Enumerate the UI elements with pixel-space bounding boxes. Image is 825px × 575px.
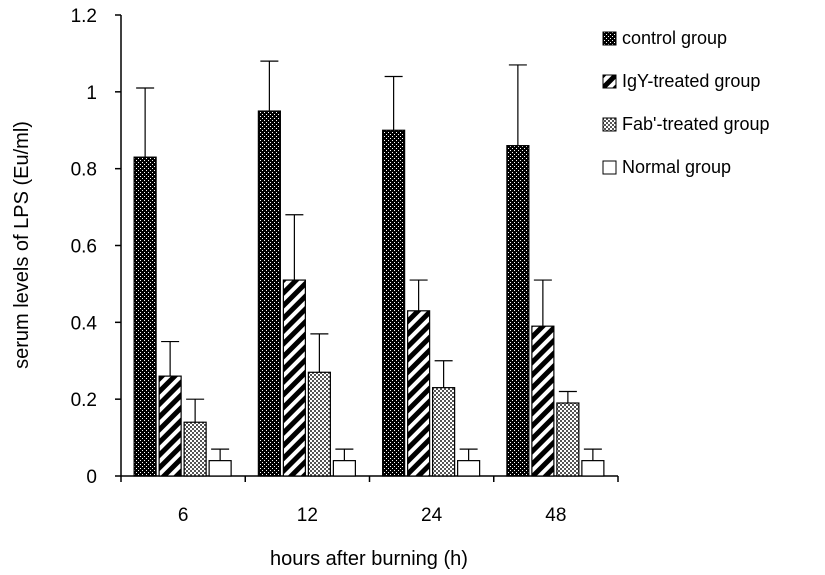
bar bbox=[581, 460, 605, 477]
bar bbox=[307, 371, 331, 477]
x-tick-label: 48 bbox=[545, 505, 566, 526]
bar bbox=[506, 145, 530, 477]
x-tick-label: 24 bbox=[421, 505, 443, 526]
bar bbox=[208, 460, 232, 477]
legend-swatch bbox=[602, 31, 617, 46]
bar bbox=[257, 110, 281, 477]
x-axis-title: hours after burning (h) bbox=[270, 548, 468, 570]
y-tick-label: 0.2 bbox=[71, 390, 97, 411]
bars bbox=[133, 110, 605, 477]
x-tick-label: 12 bbox=[297, 505, 318, 526]
bar bbox=[158, 375, 182, 477]
y-tick-label: 1 bbox=[86, 83, 97, 104]
legend-label: Fab'-treated group bbox=[622, 114, 770, 134]
y-tick-label: 0.8 bbox=[71, 160, 97, 181]
y-tick-label: 1.2 bbox=[71, 6, 97, 27]
legend: control group IgY-treated group Fab'-treat… bbox=[602, 28, 770, 177]
bar bbox=[382, 129, 406, 477]
legend-swatch bbox=[602, 117, 617, 132]
bar bbox=[531, 325, 555, 477]
legend-label: IgY-treated group bbox=[622, 71, 760, 91]
legend-swatch bbox=[602, 160, 617, 175]
legend-swatch bbox=[602, 74, 617, 89]
y-tick-label: 0.6 bbox=[71, 237, 97, 258]
legend-label: Normal group bbox=[622, 157, 731, 177]
bar bbox=[133, 156, 157, 477]
x-tick-label: 6 bbox=[178, 505, 189, 526]
bar bbox=[282, 279, 306, 477]
legend-label: control group bbox=[622, 28, 727, 48]
y-tick-label: 0.4 bbox=[71, 313, 98, 334]
error-bars bbox=[136, 60, 602, 461]
x-ticks: 6 12 24 48 bbox=[120, 476, 619, 526]
y-tick-label: 0 bbox=[86, 467, 97, 488]
y-axis-title: serum levels of LPS (Eu/ml) bbox=[11, 121, 33, 369]
bar bbox=[332, 460, 356, 477]
bar bbox=[457, 460, 481, 477]
bar bbox=[183, 421, 207, 477]
bar bbox=[432, 387, 456, 477]
bar bbox=[407, 310, 431, 477]
y-ticks: 0 0.2 0.4 0.6 0.8 1 1.2 bbox=[71, 6, 121, 488]
bar bbox=[556, 402, 580, 477]
